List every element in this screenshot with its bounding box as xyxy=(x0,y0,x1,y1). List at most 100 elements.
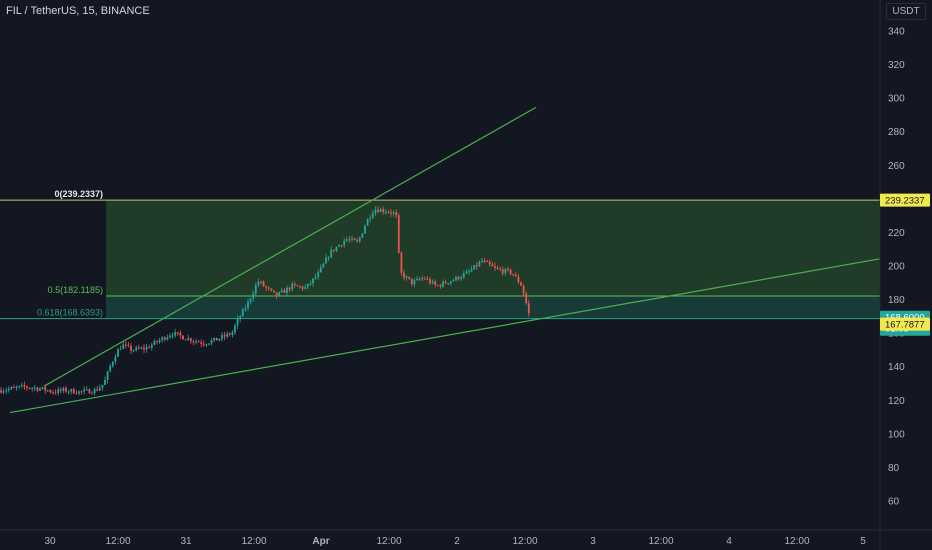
candle-body xyxy=(223,335,226,337)
candle-body xyxy=(291,283,294,290)
price-tick-label: 260 xyxy=(888,161,905,172)
candle-body xyxy=(143,347,145,350)
trendlines[interactable] xyxy=(9,106,881,414)
candle-body xyxy=(283,290,286,293)
time-axis-ticks[interactable]: 30 12:00 31 12:00 Apr 12:00 2 12:00 3 12:00 4 12:00… xyxy=(44,536,866,547)
candle-body xyxy=(208,343,210,345)
candle-body xyxy=(444,281,447,284)
candle-body xyxy=(62,388,65,391)
candle-body xyxy=(504,268,507,274)
symbol-title[interactable]: FIL / TetherUS, 15, BINANCE xyxy=(6,5,150,17)
candle-body xyxy=(215,337,218,341)
candle-body xyxy=(70,389,73,392)
price-tag-label: 239.2337 xyxy=(885,196,925,207)
candle-body xyxy=(278,292,281,297)
candle-body xyxy=(31,388,34,390)
time-tick-label: 4 xyxy=(726,536,732,547)
candle-body xyxy=(514,274,517,277)
candle-body xyxy=(481,260,483,263)
candle-body xyxy=(153,340,156,345)
candle-body xyxy=(382,209,385,212)
candle-body xyxy=(314,277,317,279)
candle-body xyxy=(358,237,361,242)
candle-body xyxy=(148,347,151,349)
candle-body xyxy=(88,389,91,394)
candle-body xyxy=(114,356,117,362)
candle-body xyxy=(150,344,153,348)
candle-body xyxy=(520,282,522,286)
price-tick-label: 140 xyxy=(888,362,905,373)
candle-body xyxy=(410,278,413,285)
candle-body xyxy=(195,341,197,343)
candle-body xyxy=(239,316,242,319)
time-tick-label: 5 xyxy=(860,536,866,547)
candle-body xyxy=(265,286,268,288)
candle-body xyxy=(475,265,478,267)
candle-body xyxy=(109,365,112,372)
candle-body xyxy=(119,348,122,350)
time-tick-label: 12:00 xyxy=(105,536,130,547)
candle-body xyxy=(20,385,23,387)
candle-body xyxy=(351,238,353,240)
candle-body xyxy=(338,245,340,247)
candle-body xyxy=(327,257,330,259)
trendline-upper xyxy=(43,106,537,387)
candle-body xyxy=(304,287,307,289)
price-tick-label: 120 xyxy=(888,396,905,407)
candle-body xyxy=(348,239,351,241)
candle-body xyxy=(494,266,496,268)
price-tag: 167.7877 xyxy=(880,317,930,331)
candle-body xyxy=(91,393,93,395)
candle-body xyxy=(221,335,223,339)
price-axis-ticks[interactable]: 6080100120140160180200220240260280300320… xyxy=(888,27,905,508)
candle-body xyxy=(52,392,54,394)
candle-body xyxy=(387,211,390,213)
candle-body xyxy=(486,260,489,262)
candle-body xyxy=(527,303,530,314)
fib-level-label: 0(239.2337) xyxy=(54,189,103,199)
price-tick-label: 80 xyxy=(888,463,900,474)
candle-body xyxy=(330,249,333,258)
candle-body xyxy=(299,286,301,288)
candle-body xyxy=(273,290,275,293)
candle-body xyxy=(111,361,114,366)
candle-body xyxy=(262,281,265,287)
fib-retracement[interactable]: 0(239.2337) 0.5(182.1185) 0.618(168.6393) xyxy=(0,189,880,320)
candle-body xyxy=(96,389,99,391)
candle-body xyxy=(145,347,148,350)
candle-body xyxy=(18,385,21,387)
candle-body xyxy=(226,333,229,337)
candle-body xyxy=(127,344,130,346)
candle-body xyxy=(197,341,200,343)
candle-body xyxy=(442,281,444,287)
candle-body xyxy=(49,390,52,393)
currency-badge[interactable]: USDT xyxy=(886,3,926,20)
candle-body xyxy=(371,213,374,218)
candle-body xyxy=(192,341,195,343)
price-tags: 239.2337168.600001:03167.7877 xyxy=(880,193,930,336)
candle-body xyxy=(46,390,49,392)
time-tick-label: 12:00 xyxy=(376,536,401,547)
price-tick-label: 100 xyxy=(888,429,905,440)
candle-body xyxy=(286,287,288,293)
candle-body xyxy=(140,347,143,349)
candle-body xyxy=(158,339,161,342)
candle-body xyxy=(491,264,494,267)
candle-body xyxy=(189,338,192,342)
candle-body xyxy=(135,347,138,351)
candle-body xyxy=(366,218,369,226)
time-tick-label: 12:00 xyxy=(648,536,673,547)
candle-body xyxy=(452,280,455,282)
candle-body xyxy=(403,272,405,278)
candle-body xyxy=(257,281,260,286)
candle-body xyxy=(405,276,408,278)
candle-body xyxy=(340,245,343,247)
candle-body xyxy=(0,390,2,393)
price-tick-label: 300 xyxy=(888,94,905,105)
price-tag-label: 167.7877 xyxy=(885,320,925,331)
candle-body xyxy=(236,318,239,326)
candle-body xyxy=(488,261,491,265)
candle-body xyxy=(36,387,39,391)
